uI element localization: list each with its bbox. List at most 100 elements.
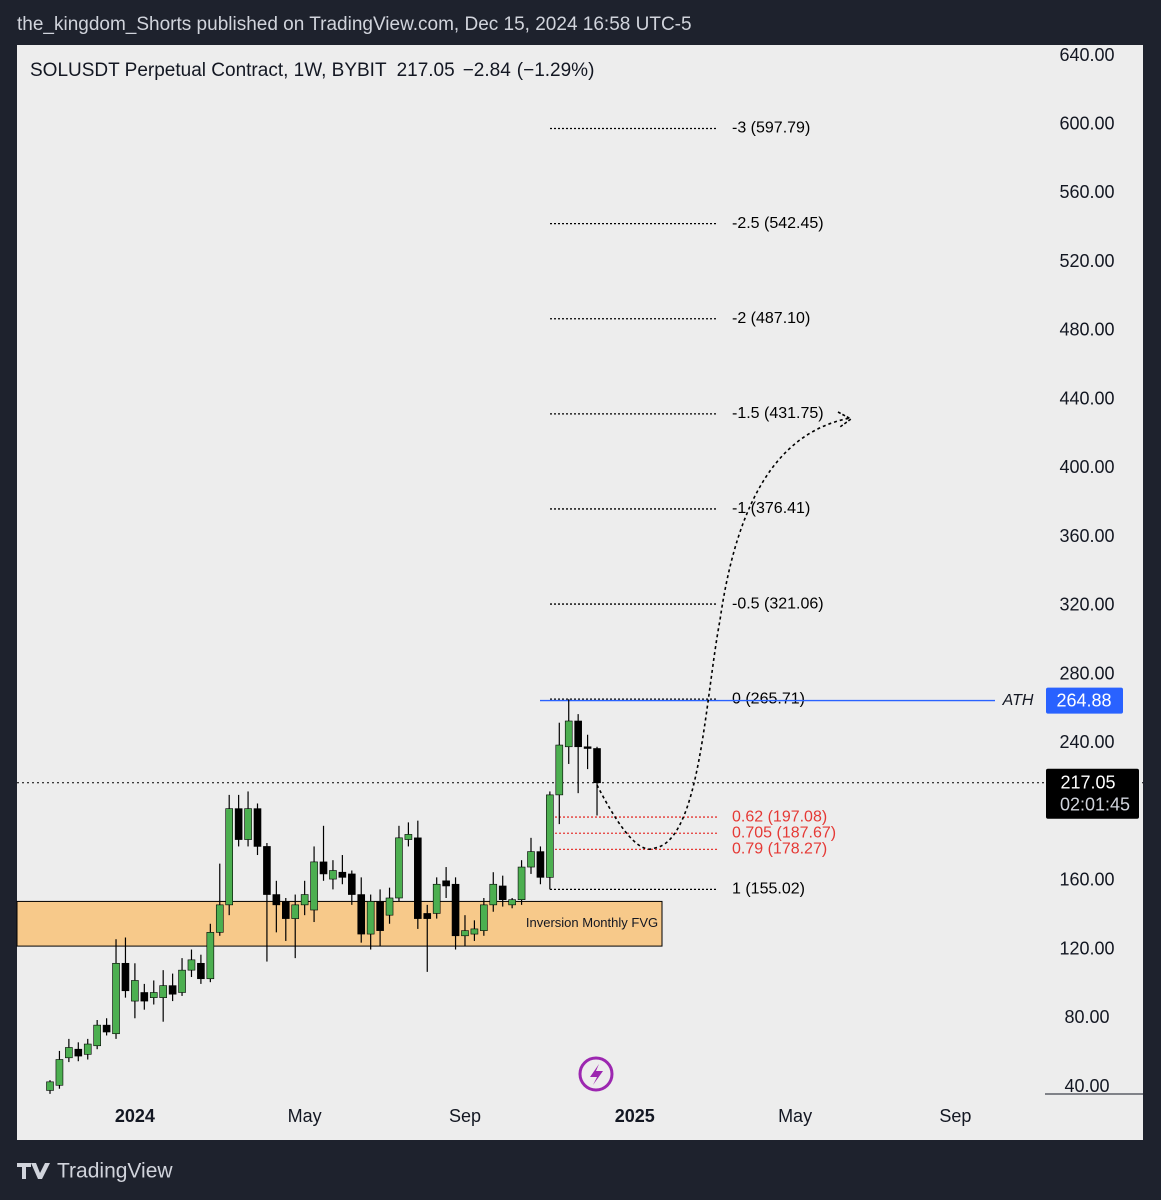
plot: Inversion Monthly FVG -3 (597.79) -2.5 (54…	[16, 120, 1143, 1094]
fib-label: 0.79 (178.27)	[732, 841, 827, 858]
x-tick-label: May	[778, 1106, 812, 1126]
header: the_kingdom_Shorts published on TradingV…	[17, 14, 692, 35]
y-tick-label: 360.00	[1059, 526, 1114, 546]
candle-body	[517, 866, 526, 901]
fib-label: -0.5 (321.06)	[732, 595, 824, 612]
candle-body	[263, 846, 271, 895]
candle-body	[159, 985, 167, 998]
candle-body	[149, 992, 158, 998]
candle-body	[197, 962, 205, 980]
candle-body	[272, 894, 281, 906]
candle-body	[131, 980, 139, 1002]
y-tick-label: 120.00	[1059, 938, 1114, 958]
fib-label: 0 (265.71)	[732, 690, 805, 707]
candle-body	[593, 748, 601, 784]
candle-body	[442, 880, 450, 887]
candle-body	[291, 904, 300, 919]
candle-body	[555, 744, 564, 796]
y-tick-label: 80.00	[1064, 1007, 1109, 1027]
fvg-zone	[16, 900, 663, 947]
y-tick-label: 160.00	[1059, 870, 1114, 890]
candle-body	[55, 1059, 64, 1086]
y-tick-label: 600.00	[1059, 113, 1114, 133]
last-price: 217.05	[1060, 773, 1115, 793]
candle-body	[546, 794, 554, 878]
logo	[17, 1163, 50, 1179]
footer: TradingView	[57, 1160, 173, 1183]
y-tick-label: 320.00	[1059, 595, 1114, 615]
fib-label: -1 (376.41)	[732, 500, 810, 517]
candle-body	[215, 904, 224, 933]
candle-body	[414, 837, 422, 919]
symbol: SOLUSDT Perpetual Contract, 1W, BYBIT	[30, 60, 387, 81]
candle-body	[583, 746, 592, 749]
y-tick-label: 520.00	[1059, 251, 1114, 271]
candle-body	[498, 885, 507, 901]
x-tick-label: May	[288, 1106, 322, 1126]
candle-body	[329, 870, 337, 880]
candle-body	[357, 894, 366, 935]
y-tick-label: 440.00	[1059, 388, 1114, 408]
candle-body	[536, 851, 545, 878]
candle-body	[300, 894, 309, 906]
candle-body	[423, 913, 432, 919]
zone-label: Inversion Monthly FVG	[526, 915, 658, 930]
candle-body	[234, 808, 243, 840]
candle-body	[187, 959, 196, 971]
x-tick-label: Sep	[449, 1106, 481, 1126]
candle-body	[65, 1047, 73, 1059]
candle-body	[225, 808, 234, 906]
candle-body	[461, 930, 469, 937]
fib-label: -2.5 (542.45)	[732, 215, 824, 232]
candle-body	[376, 901, 384, 931]
last: 217.05	[397, 60, 455, 81]
y-tick-label: 480.00	[1059, 320, 1114, 340]
ath-tag	[1046, 687, 1123, 714]
x-tick-label: 2025	[615, 1106, 655, 1126]
candle-body	[206, 932, 215, 980]
ath-price: 264.88	[1056, 690, 1111, 710]
fib-label: -1.5 (431.75)	[732, 405, 824, 422]
ath-label: ATH	[1002, 692, 1034, 709]
candle-body	[46, 1081, 54, 1091]
fib-label: 0.62 (197.08)	[732, 808, 827, 825]
candle-body	[508, 899, 516, 906]
chart-panel	[17, 45, 1143, 1140]
lightning-icon	[578, 1056, 614, 1092]
change-pct: (−1.29%)	[517, 60, 595, 81]
candle-body	[385, 897, 394, 916]
fib-label: 0.705 (187.67)	[732, 824, 836, 841]
candle-body	[310, 861, 318, 911]
candle-body	[83, 1043, 92, 1055]
candle-body	[102, 1024, 111, 1033]
candle-body	[366, 901, 375, 935]
candle-body	[432, 883, 441, 914]
fib-label: -2 (487.10)	[732, 310, 810, 327]
y-tick-label: 40.00	[1064, 1076, 1109, 1096]
candle-body	[74, 1048, 83, 1057]
y-tick-label: 640.00	[1059, 45, 1114, 65]
countdown: 02:01:45	[1060, 795, 1130, 815]
candle-body	[470, 928, 479, 935]
candle-body	[93, 1024, 101, 1047]
candle-body	[404, 834, 413, 840]
lightning-bolt	[590, 1064, 603, 1085]
change: −2.84	[463, 60, 512, 81]
candle-body	[281, 901, 290, 919]
candle-body	[395, 837, 403, 899]
candle-body	[178, 969, 186, 993]
candle-body	[253, 808, 262, 847]
candle-body	[244, 808, 252, 840]
candle-body	[140, 992, 149, 1002]
y-tick-label: 280.00	[1059, 663, 1114, 683]
candle-body	[574, 720, 582, 748]
x-tick-label: 2024	[115, 1106, 155, 1126]
candle-body	[121, 962, 130, 992]
candle-body	[451, 883, 460, 937]
candle-body	[480, 904, 488, 931]
candle-body	[112, 962, 120, 1035]
y-tick-label: 400.00	[1059, 457, 1114, 477]
candle-body	[489, 883, 498, 906]
legend: SOLUSDT Perpetual Contract, 1W, BYBIT 217…	[30, 60, 594, 81]
